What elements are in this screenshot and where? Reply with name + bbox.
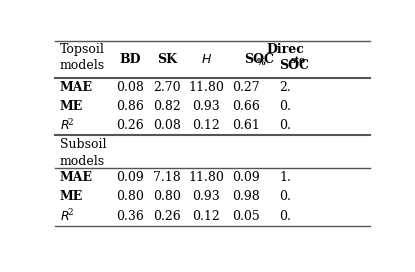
Text: 7.18: 7.18 bbox=[153, 171, 181, 184]
Text: 0.26: 0.26 bbox=[116, 119, 144, 132]
Text: 0.09: 0.09 bbox=[232, 171, 259, 184]
Text: 0.66: 0.66 bbox=[232, 100, 260, 113]
Text: 2: 2 bbox=[67, 118, 73, 126]
Text: 0.82: 0.82 bbox=[153, 100, 181, 113]
Text: models: models bbox=[60, 60, 105, 72]
Text: BD: BD bbox=[119, 53, 141, 66]
Text: $R$: $R$ bbox=[60, 210, 69, 222]
Text: 0.61: 0.61 bbox=[232, 119, 260, 132]
Text: 0.08: 0.08 bbox=[153, 119, 181, 132]
Text: 0.86: 0.86 bbox=[116, 100, 144, 113]
Text: 0.80: 0.80 bbox=[153, 190, 181, 203]
Text: %: % bbox=[256, 58, 265, 67]
Text: 0.09: 0.09 bbox=[116, 171, 144, 184]
Text: 2.: 2. bbox=[279, 81, 291, 94]
Text: SOC: SOC bbox=[279, 59, 309, 72]
Text: 0.: 0. bbox=[279, 100, 291, 113]
Text: 0.93: 0.93 bbox=[193, 190, 220, 203]
Text: 0.: 0. bbox=[279, 190, 291, 203]
Text: ME: ME bbox=[60, 190, 83, 203]
Text: 0.36: 0.36 bbox=[116, 210, 144, 222]
Text: 0.: 0. bbox=[279, 210, 291, 222]
Text: 0.05: 0.05 bbox=[232, 210, 259, 222]
Text: ME: ME bbox=[60, 100, 83, 113]
Text: 0.27: 0.27 bbox=[232, 81, 259, 94]
Text: $R$: $R$ bbox=[60, 119, 69, 132]
Text: $H$: $H$ bbox=[201, 53, 212, 66]
Text: SOC: SOC bbox=[244, 53, 274, 66]
Text: 0.08: 0.08 bbox=[116, 81, 144, 94]
Text: 0.26: 0.26 bbox=[153, 210, 181, 222]
Text: Subsoil: Subsoil bbox=[60, 138, 106, 151]
Text: 0.: 0. bbox=[279, 119, 291, 132]
Text: SK: SK bbox=[157, 53, 177, 66]
Text: 11.80: 11.80 bbox=[188, 171, 224, 184]
Text: MAE: MAE bbox=[60, 171, 93, 184]
Text: models: models bbox=[60, 155, 105, 168]
Text: 0.98: 0.98 bbox=[232, 190, 259, 203]
Text: 2.70: 2.70 bbox=[153, 81, 181, 94]
Text: Topsoil: Topsoil bbox=[60, 43, 105, 56]
Text: Direc: Direc bbox=[266, 43, 304, 56]
Text: 0.80: 0.80 bbox=[116, 190, 144, 203]
Text: 11.80: 11.80 bbox=[188, 81, 224, 94]
Text: sto: sto bbox=[291, 56, 306, 65]
Text: 0.93: 0.93 bbox=[193, 100, 220, 113]
Text: 0.12: 0.12 bbox=[193, 210, 220, 222]
Text: 0.12: 0.12 bbox=[193, 119, 220, 132]
Text: 2: 2 bbox=[67, 208, 73, 217]
Text: MAE: MAE bbox=[60, 81, 93, 94]
Text: 1.: 1. bbox=[279, 171, 291, 184]
